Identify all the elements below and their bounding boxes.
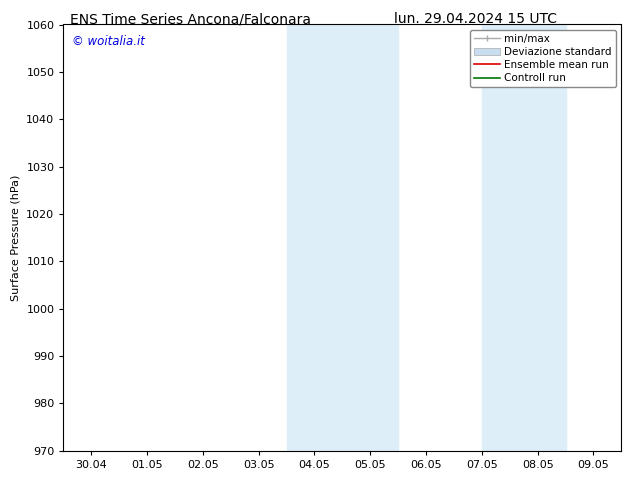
Bar (287, 24, 398, 451)
Bar (482, 24, 566, 451)
Text: lun. 29.04.2024 15 UTC: lun. 29.04.2024 15 UTC (394, 12, 557, 26)
Y-axis label: Surface Pressure (hPa): Surface Pressure (hPa) (11, 174, 21, 301)
Text: ENS Time Series Ancona/Falconara: ENS Time Series Ancona/Falconara (70, 12, 311, 26)
Text: © woitalia.it: © woitalia.it (72, 35, 145, 48)
Legend: min/max, Deviazione standard, Ensemble mean run, Controll run: min/max, Deviazione standard, Ensemble m… (470, 30, 616, 87)
